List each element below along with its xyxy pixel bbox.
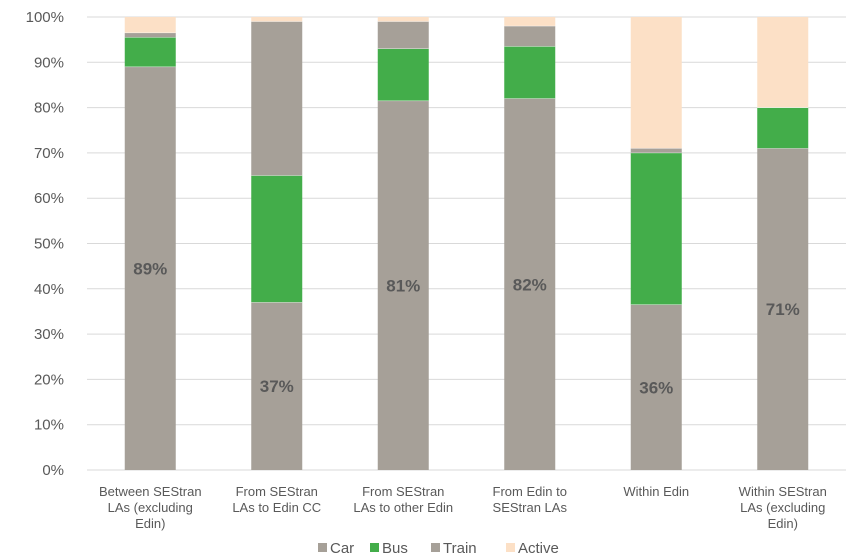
legend-label: Active xyxy=(518,540,559,557)
x-category-label: LAs (excluding xyxy=(740,500,825,515)
legend-swatch xyxy=(318,543,327,552)
car-segment xyxy=(377,100,429,471)
legend-swatch xyxy=(370,543,379,552)
y-tick-label: 60% xyxy=(34,190,64,207)
y-tick-label: 30% xyxy=(34,326,64,343)
y-tick-label: 100% xyxy=(26,9,64,26)
data-label: 71% xyxy=(766,300,800,319)
y-axis-ticks: 0% 10% 20% 30% 40% 50% 60% 70% 80% 90% 100% xyxy=(26,9,64,479)
x-category-label: Between SEStran xyxy=(99,484,202,499)
car-segment xyxy=(124,66,176,470)
bus-segment xyxy=(377,48,429,101)
train-segment xyxy=(630,148,682,153)
legend-label: Car xyxy=(330,540,354,557)
x-category-label: LAs to Edin CC xyxy=(232,500,321,515)
data-label: 89% xyxy=(133,259,167,278)
train-segment xyxy=(504,26,556,47)
data-label: 82% xyxy=(513,275,547,294)
x-category-label: From Edin to xyxy=(493,484,567,499)
active-segment xyxy=(124,17,176,33)
car-segment xyxy=(630,304,682,470)
legend-swatch xyxy=(431,543,440,552)
active-segment xyxy=(630,17,682,149)
legend: Car Bus Train Active xyxy=(318,540,559,557)
x-category-label: Within SEStran xyxy=(739,484,827,499)
train-segment xyxy=(124,32,176,38)
x-category-label: Edin) xyxy=(135,516,165,531)
bus-segment xyxy=(757,107,809,149)
y-tick-label: 10% xyxy=(34,417,64,434)
active-segment xyxy=(377,17,429,22)
data-labels: 89% 37% 81% 82% 36% 71% xyxy=(133,259,800,397)
bus-segment xyxy=(504,46,556,99)
legend-swatch xyxy=(506,543,515,552)
y-tick-label: 80% xyxy=(34,100,64,117)
data-label: 36% xyxy=(639,378,673,397)
x-category-label: Within Edin xyxy=(623,484,689,499)
gridlines xyxy=(87,16,846,471)
active-segment xyxy=(504,17,556,27)
train-segment xyxy=(377,21,429,49)
y-tick-label: 50% xyxy=(34,236,64,253)
car-segment xyxy=(251,302,303,470)
x-category-label: From SEStran xyxy=(362,484,444,499)
y-tick-label: 90% xyxy=(34,54,64,71)
data-label: 81% xyxy=(386,276,420,295)
x-category-label: From SEStran xyxy=(236,484,318,499)
active-segment xyxy=(757,17,809,108)
x-category-label: Edin) xyxy=(768,516,798,531)
train-segment xyxy=(251,21,303,176)
car-segment xyxy=(504,98,556,470)
data-label: 37% xyxy=(260,377,294,396)
y-tick-label: 70% xyxy=(34,145,64,162)
active-segment xyxy=(251,17,303,22)
bus-segment xyxy=(630,152,682,305)
legend-label: Train xyxy=(443,540,477,557)
x-category-label: LAs to other Edin xyxy=(353,500,453,515)
bus-segment xyxy=(251,175,303,303)
car-segment xyxy=(757,148,809,470)
legend-label: Bus xyxy=(382,540,408,557)
x-category-label: LAs (excluding xyxy=(108,500,193,515)
x-category-label: SEStran LAs xyxy=(493,500,568,515)
y-tick-label: 20% xyxy=(34,371,64,388)
bars xyxy=(124,17,809,471)
y-tick-label: 40% xyxy=(34,281,64,298)
bus-segment xyxy=(124,37,176,67)
y-tick-label: 0% xyxy=(42,462,64,479)
